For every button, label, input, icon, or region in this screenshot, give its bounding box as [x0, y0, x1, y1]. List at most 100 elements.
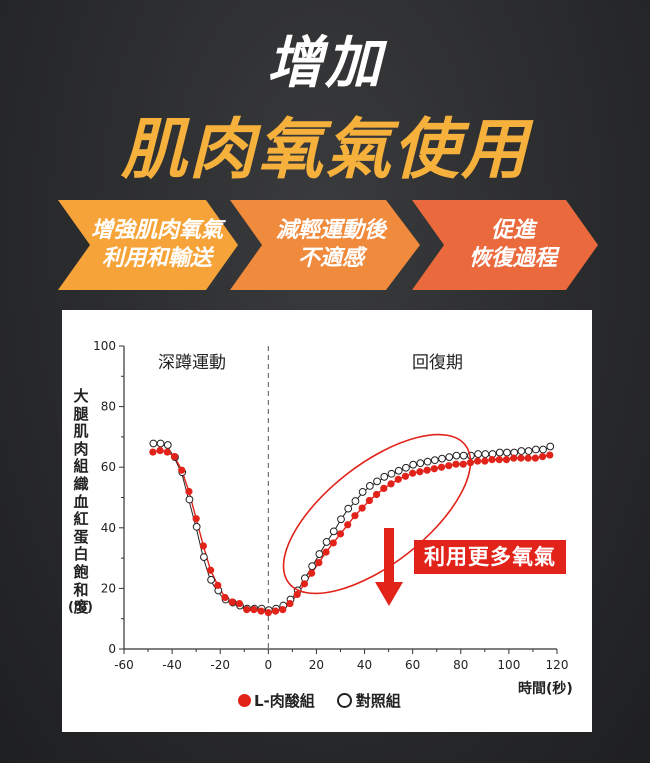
control-point: [163, 441, 172, 449]
control-point: [156, 439, 165, 448]
control-point: [387, 469, 396, 478]
l-carnitine-point: [199, 542, 207, 550]
step-arrow-1: [58, 200, 238, 290]
y-tick-label: 0: [108, 642, 116, 656]
control-point: [495, 448, 504, 457]
x-tick-label: -40: [162, 658, 182, 672]
control-point: [315, 550, 324, 558]
legend-filled-dot-icon: [238, 694, 251, 707]
l-carnitine-point: [315, 559, 323, 567]
l-carnitine-point: [372, 490, 381, 499]
down-arrow-shaft: [384, 528, 394, 584]
control-point: [308, 562, 317, 571]
control-point: [452, 451, 461, 460]
headline-line2: 肌肉氧氣使用: [121, 111, 529, 188]
x-tick-label: -20: [210, 658, 230, 672]
control-point: [430, 456, 439, 465]
l-carnitine-point: [488, 456, 496, 464]
benefit-arrows: [58, 200, 598, 290]
l-carnitine-point: [221, 593, 229, 602]
control-point: [416, 459, 425, 468]
control-point: [445, 453, 454, 462]
l-carnitine-point: [416, 468, 424, 476]
l-carnitine-point: [344, 521, 352, 529]
l-carnitine-point: [192, 515, 200, 523]
step-3-label: 促進 恢復過程: [468, 218, 557, 271]
x-tick-label: 120: [546, 658, 569, 672]
control-point: [517, 447, 526, 455]
y-tick-label: 80: [101, 400, 116, 414]
l-carnitine-point: [286, 599, 294, 608]
control-point: [546, 442, 555, 451]
l-carnitine-point: [409, 469, 417, 477]
control-point: [358, 488, 367, 496]
headline-line1: 增加: [267, 31, 383, 96]
y-tick-label: 100: [93, 339, 116, 353]
l-carnitine-point: [329, 539, 337, 547]
control-point: [524, 447, 533, 455]
l-carnitine-point: [300, 580, 309, 588]
l-carnitine-point: [387, 480, 395, 488]
l-carnitine-point: [322, 548, 330, 556]
step-1-label: 增強肌肉氧氣 利用和輸送: [90, 218, 223, 271]
l-carnitine-point: [351, 512, 359, 520]
control-point: [207, 575, 216, 584]
phase-label-squat: 深蹲運動: [158, 353, 226, 373]
l-carnitine-point: [531, 454, 539, 462]
control-point: [394, 466, 403, 475]
l-carnitine-point: [358, 504, 366, 512]
l-carnitine-point: [474, 457, 482, 465]
control-point: [329, 527, 338, 536]
x-tick-label: 20: [309, 658, 324, 672]
l-carnitine-point: [308, 569, 316, 577]
control-point: [474, 450, 483, 458]
annotation-badge: 利用更多氧氣: [414, 540, 566, 574]
phase-label-recovery: 回復期: [412, 353, 463, 373]
l-carnitine-point: [459, 460, 467, 468]
control-point: [481, 450, 490, 458]
l-carnitine-point: [437, 463, 446, 471]
l-carnitine-point: [445, 462, 453, 470]
control-point: [402, 463, 410, 472]
l-carnitine-point: [538, 452, 547, 461]
l-carnitine-point: [365, 496, 373, 505]
l-carnitine-point: [452, 460, 460, 468]
l-carnitine-point: [510, 454, 518, 462]
l-carnitine-point: [481, 457, 489, 465]
l-carnitine-point: [279, 606, 287, 614]
control-point: [344, 504, 353, 513]
l-carnitine-series-line: [152, 449, 550, 614]
l-carnitine-point: [502, 456, 511, 464]
y-axis-label: 大腿肌肉組織血紅蛋白飽和度: [73, 387, 89, 617]
y-axis-unit: (%): [68, 600, 93, 615]
l-carnitine-point: [271, 607, 280, 615]
control-point: [351, 497, 360, 505]
saturation-chart: 0 20 40 60 80 100 -60 -40 -20 0 20 40 60 80 100 120: [93, 339, 569, 672]
l-carnitine-point: [257, 607, 265, 615]
legend-item-l-carnitine: L-肉酸組: [238, 690, 315, 711]
step-arrow-2: [230, 200, 420, 290]
x-tick-label: 60: [405, 658, 420, 672]
legend-open-dot-icon: [336, 693, 352, 708]
l-carnitine-point: [264, 609, 272, 617]
l-carnitine-point: [517, 454, 525, 462]
control-point: [459, 451, 468, 460]
chart-panel: 0 20 40 60 80 100 -60 -40 -20 0 20 40 60 80 100 120 大腿肌…: [62, 310, 592, 732]
control-point: [373, 477, 381, 486]
l-carnitine-point: [430, 465, 438, 473]
y-tick-label: 20: [101, 581, 116, 595]
control-point: [438, 454, 446, 463]
control-point: [503, 448, 511, 457]
x-tick-label: 100: [497, 658, 520, 672]
control-point: [423, 457, 432, 466]
control-point: [322, 538, 331, 546]
down-arrow-head-icon: [375, 582, 403, 606]
control-point: [380, 472, 389, 481]
highlight-ellipse: [282, 433, 472, 595]
control-point: [337, 515, 345, 524]
l-carnitine-point: [185, 487, 193, 496]
l-carnitine-point: [235, 599, 244, 608]
control-point: [539, 445, 547, 454]
l-carnitine-point: [156, 446, 164, 455]
l-carnitine-point: [250, 606, 258, 614]
